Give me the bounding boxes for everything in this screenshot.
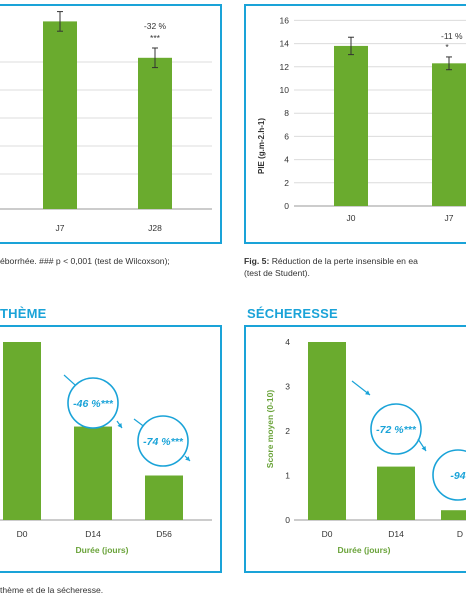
y-tick-label: 0 <box>284 201 289 211</box>
percent-bubble <box>432 449 466 501</box>
heading-secheresse: SÉCHERESSE <box>247 306 338 321</box>
bar <box>43 21 77 210</box>
bar <box>138 57 172 209</box>
significance-label: *** <box>150 33 161 43</box>
y-tick-label: 8 <box>284 108 289 118</box>
category-label: D14 <box>388 529 404 539</box>
arrow-head <box>185 456 190 461</box>
category-label: J7 <box>445 213 454 223</box>
significance-label: * <box>445 42 449 52</box>
figure-panel-secheresse <box>244 325 466 573</box>
bar <box>432 63 466 206</box>
y-tick-label: 16 <box>280 15 290 25</box>
heading-erytheme: THÈME <box>0 306 47 321</box>
category-label: J28 <box>148 223 162 233</box>
y-tick-label: 4 <box>284 155 289 165</box>
category-label: J7 <box>56 223 65 233</box>
category-label: D14 <box>85 529 101 539</box>
category-label: D0 <box>17 529 28 539</box>
category-label: D56 <box>156 529 172 539</box>
chart-left: -16 %###J7-32 %***J28 <box>0 6 212 233</box>
y-axis-label: Score moyen (0-10) <box>265 390 275 469</box>
bar <box>334 45 368 206</box>
percent-bubble <box>67 377 119 429</box>
footer-caption: thème et de la sécheresse. <box>0 585 104 595</box>
figure-panel-left <box>0 4 222 244</box>
y-tick-label: 4 <box>285 337 290 347</box>
bar <box>377 466 415 520</box>
arrow-head <box>117 423 122 428</box>
x-axis-title: Durée (jours) <box>76 545 129 555</box>
significance-label: ### <box>53 6 67 7</box>
y-tick-label: 10 <box>280 85 290 95</box>
category-label: D <box>457 529 463 539</box>
bar <box>308 342 346 520</box>
chart-secheresse: Score moyen (0-10) 0 1 2 3 4 D0 D14 D -72 %*** -… <box>265 337 466 555</box>
y-tick-label: 3 <box>285 382 290 392</box>
y-tick-label: 1 <box>285 471 290 481</box>
chart-right: PIE (g.m-2.h-1) 0 2 4 6 8 10 12 14 16 J0 -11 %* J7 <box>257 15 466 223</box>
percent-bubble-label: -46 %*** <box>73 398 114 410</box>
y-tick-label: 12 <box>280 62 290 72</box>
y-tick-label: 14 <box>280 39 290 49</box>
caption-right: Fig. 5: Réduction de la perte insensible… <box>244 256 418 278</box>
bar <box>74 426 112 520</box>
x-axis-title: Durée (jours) <box>338 545 391 555</box>
y-tick-label: 2 <box>284 178 289 188</box>
data-label: -32 % <box>144 21 167 31</box>
percent-bubble <box>137 415 189 467</box>
data-label: -11 % <box>441 31 463 41</box>
y-axis-label: PIE (g.m-2.h-1) <box>257 118 266 174</box>
percent-bubble <box>370 403 422 455</box>
category-label: J0 <box>347 213 356 223</box>
caption-left: éborrhée. ### p < 0,001 (test de Wilcoxs… <box>0 256 170 266</box>
chart-erytheme: D0 D14 D56 -46 %*** -74 %*** Durée (jours) <box>0 342 212 555</box>
y-tick-label: 0 <box>285 515 290 525</box>
bar <box>441 510 466 520</box>
percent-bubble-label: -72 %*** <box>376 424 417 436</box>
bar <box>3 342 41 520</box>
y-tick-label: 2 <box>285 426 290 436</box>
bar <box>145 475 183 520</box>
category-label: D0 <box>322 529 333 539</box>
percent-bubble-label: -74 %*** <box>143 436 184 448</box>
y-tick-label: 6 <box>284 131 289 141</box>
arrow-head <box>421 446 426 451</box>
percent-bubble-label: -94 <box>450 470 465 482</box>
arrow-head <box>365 390 370 395</box>
